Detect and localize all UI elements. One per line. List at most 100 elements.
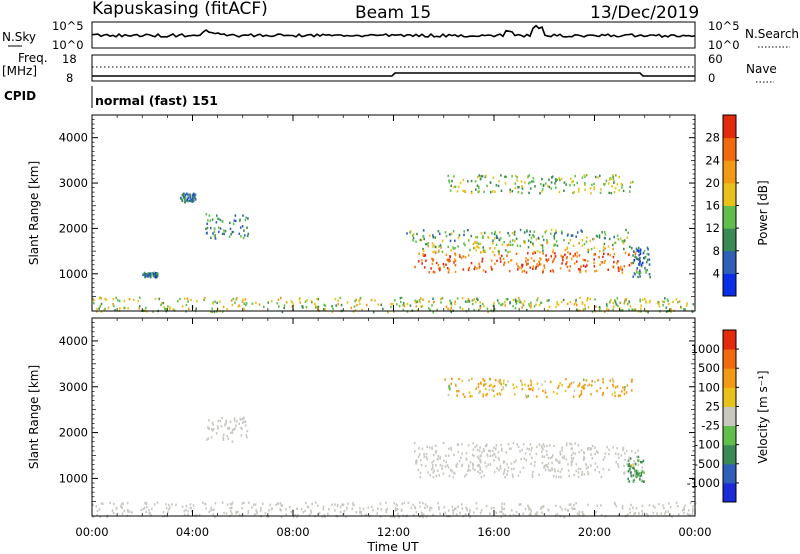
- range-time-cell: [317, 298, 320, 301]
- range-time-cell: [245, 302, 248, 305]
- range-time-cell: [636, 271, 638, 274]
- range-time-cell: [471, 299, 474, 302]
- range-time-cell: [538, 443, 541, 446]
- range-time-cell: [210, 436, 213, 439]
- range-time-cell: [598, 236, 601, 239]
- range-time-cell: [459, 306, 461, 309]
- range-time-cell: [511, 175, 513, 178]
- range-time-cell: [304, 501, 307, 505]
- range-time-cell: [612, 446, 614, 449]
- range-time-cell: [292, 303, 295, 306]
- y-tick-label: 4000: [59, 334, 88, 348]
- range-time-cell: [578, 187, 580, 191]
- range-time-cell: [111, 509, 114, 512]
- range-time-cell: [467, 298, 470, 301]
- range-time-cell: [455, 513, 458, 516]
- range-time-cell: [468, 300, 471, 303]
- range-time-cell: [147, 272, 149, 275]
- range-time-cell: [453, 453, 455, 456]
- range-time-cell: [602, 249, 605, 252]
- y-tick-label: 2000: [59, 221, 88, 235]
- range-time-cell: [533, 305, 536, 308]
- range-time-cell: [259, 509, 262, 512]
- range-time-cell: [561, 262, 563, 265]
- range-time-cell: [445, 305, 448, 308]
- range-time-cell: [465, 506, 467, 510]
- cpid-value: normal (fast) 151: [95, 93, 218, 108]
- range-time-cell: [542, 448, 544, 451]
- range-time-cell: [122, 307, 125, 310]
- range-time-cell: [523, 241, 526, 245]
- range-time-cell: [547, 258, 549, 261]
- range-time-cell: [487, 463, 489, 466]
- range-time-cell: [470, 234, 473, 238]
- range-time-cell: [146, 505, 148, 509]
- range-time-cell: [639, 262, 641, 265]
- range-time-cell: [634, 462, 637, 466]
- range-time-cell: [512, 442, 515, 445]
- range-time-cell: [439, 464, 442, 467]
- range-time-cell: [532, 470, 534, 474]
- range-time-cell: [477, 385, 480, 389]
- range-time-cell: [639, 275, 641, 278]
- range-time-cell: [520, 379, 522, 382]
- range-time-cell: [244, 420, 247, 423]
- range-time-cell: [569, 300, 572, 304]
- range-time-cell: [520, 301, 522, 304]
- range-time-cell: [606, 308, 608, 311]
- range-time-cell: [215, 221, 218, 224]
- range-time-cell: [569, 503, 572, 506]
- range-time-cell: [639, 478, 641, 481]
- range-time-cell: [644, 255, 647, 259]
- range-time-cell: [399, 296, 402, 300]
- range-time-cell: [335, 304, 337, 307]
- range-time-cell: [489, 449, 491, 453]
- range-time-cell: [524, 452, 527, 455]
- range-time-cell: [234, 427, 236, 430]
- range-time-cell: [614, 386, 617, 389]
- range-time-cell: [472, 442, 474, 445]
- range-time-cell: [208, 510, 210, 514]
- range-time-cell: [624, 300, 626, 303]
- range-time-cell: [596, 235, 598, 238]
- range-time-cell: [127, 510, 129, 513]
- range-time-cell: [561, 468, 563, 471]
- range-time-cell: [206, 226, 209, 230]
- range-time-cell: [559, 382, 561, 385]
- range-time-cell: [385, 510, 388, 514]
- range-time-cell: [362, 507, 365, 511]
- range-time-cell: [533, 235, 535, 238]
- range-time-cell: [145, 272, 147, 276]
- range-time-cell: [496, 299, 499, 302]
- range-time-cell: [494, 262, 496, 265]
- range-time-cell: [414, 505, 416, 509]
- colorbar-swatch: [723, 273, 736, 297]
- range-time-cell: [454, 507, 456, 511]
- cpid-label: CPID: [4, 89, 36, 103]
- range-time-cell: [607, 182, 610, 185]
- range-time-cell: [270, 508, 273, 511]
- range-time-cell: [604, 237, 606, 240]
- range-time-cell: [467, 468, 470, 472]
- range-time-cell: [192, 197, 194, 200]
- range-time-cell: [568, 503, 571, 506]
- nsky-strip: N.Sky 10^5 10^0 10^5 10^0 N.Search: [2, 19, 799, 52]
- range-time-cell: [613, 260, 615, 264]
- range-time-cell: [469, 248, 471, 252]
- range-time-cell: [578, 254, 581, 257]
- range-time-cell: [563, 189, 565, 192]
- range-time-cell: [517, 445, 520, 449]
- range-time-cell: [584, 304, 586, 307]
- range-time-cell: [520, 503, 522, 506]
- range-time-cell: [516, 176, 518, 179]
- range-time-cell: [581, 176, 584, 179]
- range-time-cell: [521, 185, 523, 188]
- range-time-cell: [514, 239, 516, 243]
- range-time-cell: [611, 185, 613, 188]
- range-time-cell: [445, 460, 448, 464]
- range-time-cell: [584, 259, 586, 262]
- range-time-cell: [482, 235, 484, 238]
- range-time-cell: [634, 512, 636, 515]
- range-time-cell: [431, 446, 433, 449]
- range-time-cell: [581, 386, 583, 389]
